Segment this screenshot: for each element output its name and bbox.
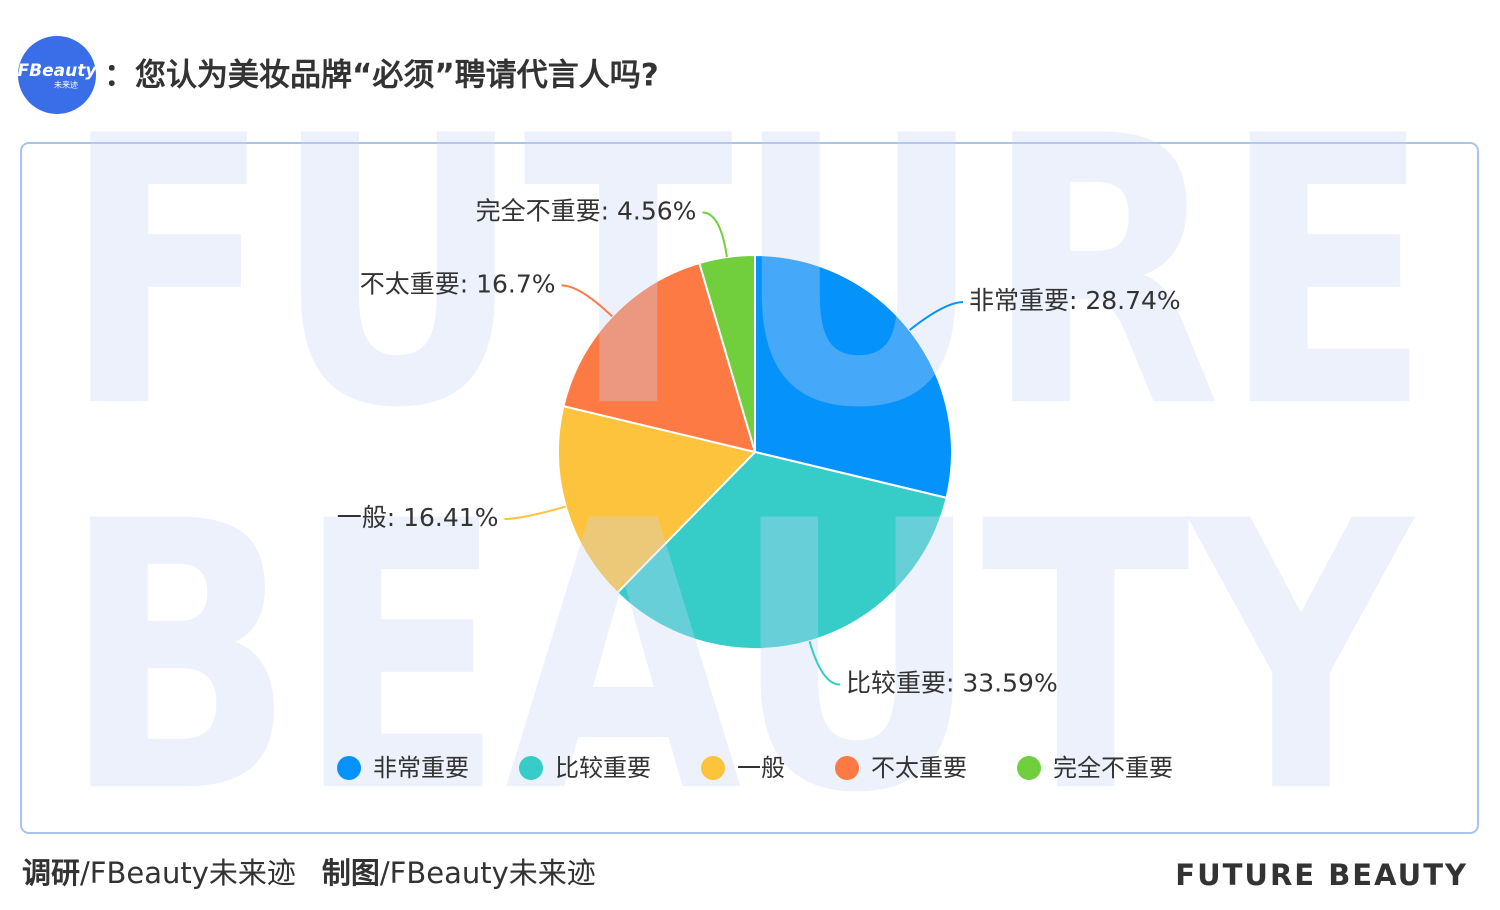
logo-text: FBeauty — [18, 61, 98, 81]
legend-label: 完全不重要 — [1053, 754, 1173, 782]
legend-swatch — [337, 756, 361, 780]
leader-line — [702, 211, 728, 258]
pie — [557, 253, 953, 650]
leader-line — [561, 284, 613, 318]
legend-item[interactable]: 完全不重要 — [1017, 754, 1173, 782]
footer-source: /FBeauty未来迹 — [380, 856, 596, 890]
data-label: 不太重要: 16.7% — [360, 269, 556, 298]
logo-badge — [18, 36, 96, 114]
footer-brand: FUTURE BEAUTY — [1175, 858, 1468, 892]
page-title: ：您认为美妆品牌“必须”聘请代言人吗? — [104, 58, 659, 94]
footer-label: 调研 — [22, 856, 80, 890]
legend-label: 比较重要 — [555, 754, 651, 782]
legend-swatch — [835, 756, 859, 780]
legend-item[interactable]: 比较重要 — [519, 754, 651, 782]
legend-item[interactable]: 一般 — [701, 754, 785, 782]
watermark-text: FUTURE — [62, 59, 1432, 489]
legend-swatch — [519, 756, 543, 780]
footer-label: 制图 — [322, 856, 380, 890]
watermark-text: BEAUTY — [62, 444, 1415, 874]
logo-subtext: 未来迹 — [54, 80, 78, 90]
leader-line — [808, 641, 841, 686]
legend-label: 一般 — [737, 754, 785, 782]
footer-source: /FBeauty未来迹 — [80, 856, 296, 890]
leader-line — [504, 505, 566, 521]
data-label: 非常重要: 28.74% — [969, 286, 1181, 315]
legend-item[interactable]: 不太重要 — [835, 754, 967, 782]
data-label: 完全不重要: 4.56% — [476, 196, 697, 225]
legend-label: 不太重要 — [871, 754, 967, 782]
watermark: FUTURE BEAUTY — [62, 59, 1432, 874]
legend: 非常重要 比较重要 一般 不太重要 完全不重要 — [337, 754, 1173, 782]
legend-label: 非常重要 — [373, 754, 469, 782]
pie-slice[interactable] — [698, 253, 756, 453]
legend-swatch — [701, 756, 725, 780]
legend-item[interactable]: 非常重要 — [337, 754, 469, 782]
pie-slice[interactable] — [754, 253, 953, 500]
legend-swatch — [1017, 756, 1041, 780]
footer-credit: 调研/FBeauty未来迹 制图/FBeauty未来迹 — [22, 856, 596, 890]
leader-line — [909, 301, 964, 331]
data-label: 一般: 16.41% — [337, 503, 499, 532]
pie-slice[interactable] — [562, 261, 757, 454]
data-label: 比较重要: 33.59% — [846, 669, 1058, 698]
pie-labels: 非常重要: 28.74% 比较重要: 33.59% 一般: 16.41% 不太重要: … — [337, 196, 1181, 697]
